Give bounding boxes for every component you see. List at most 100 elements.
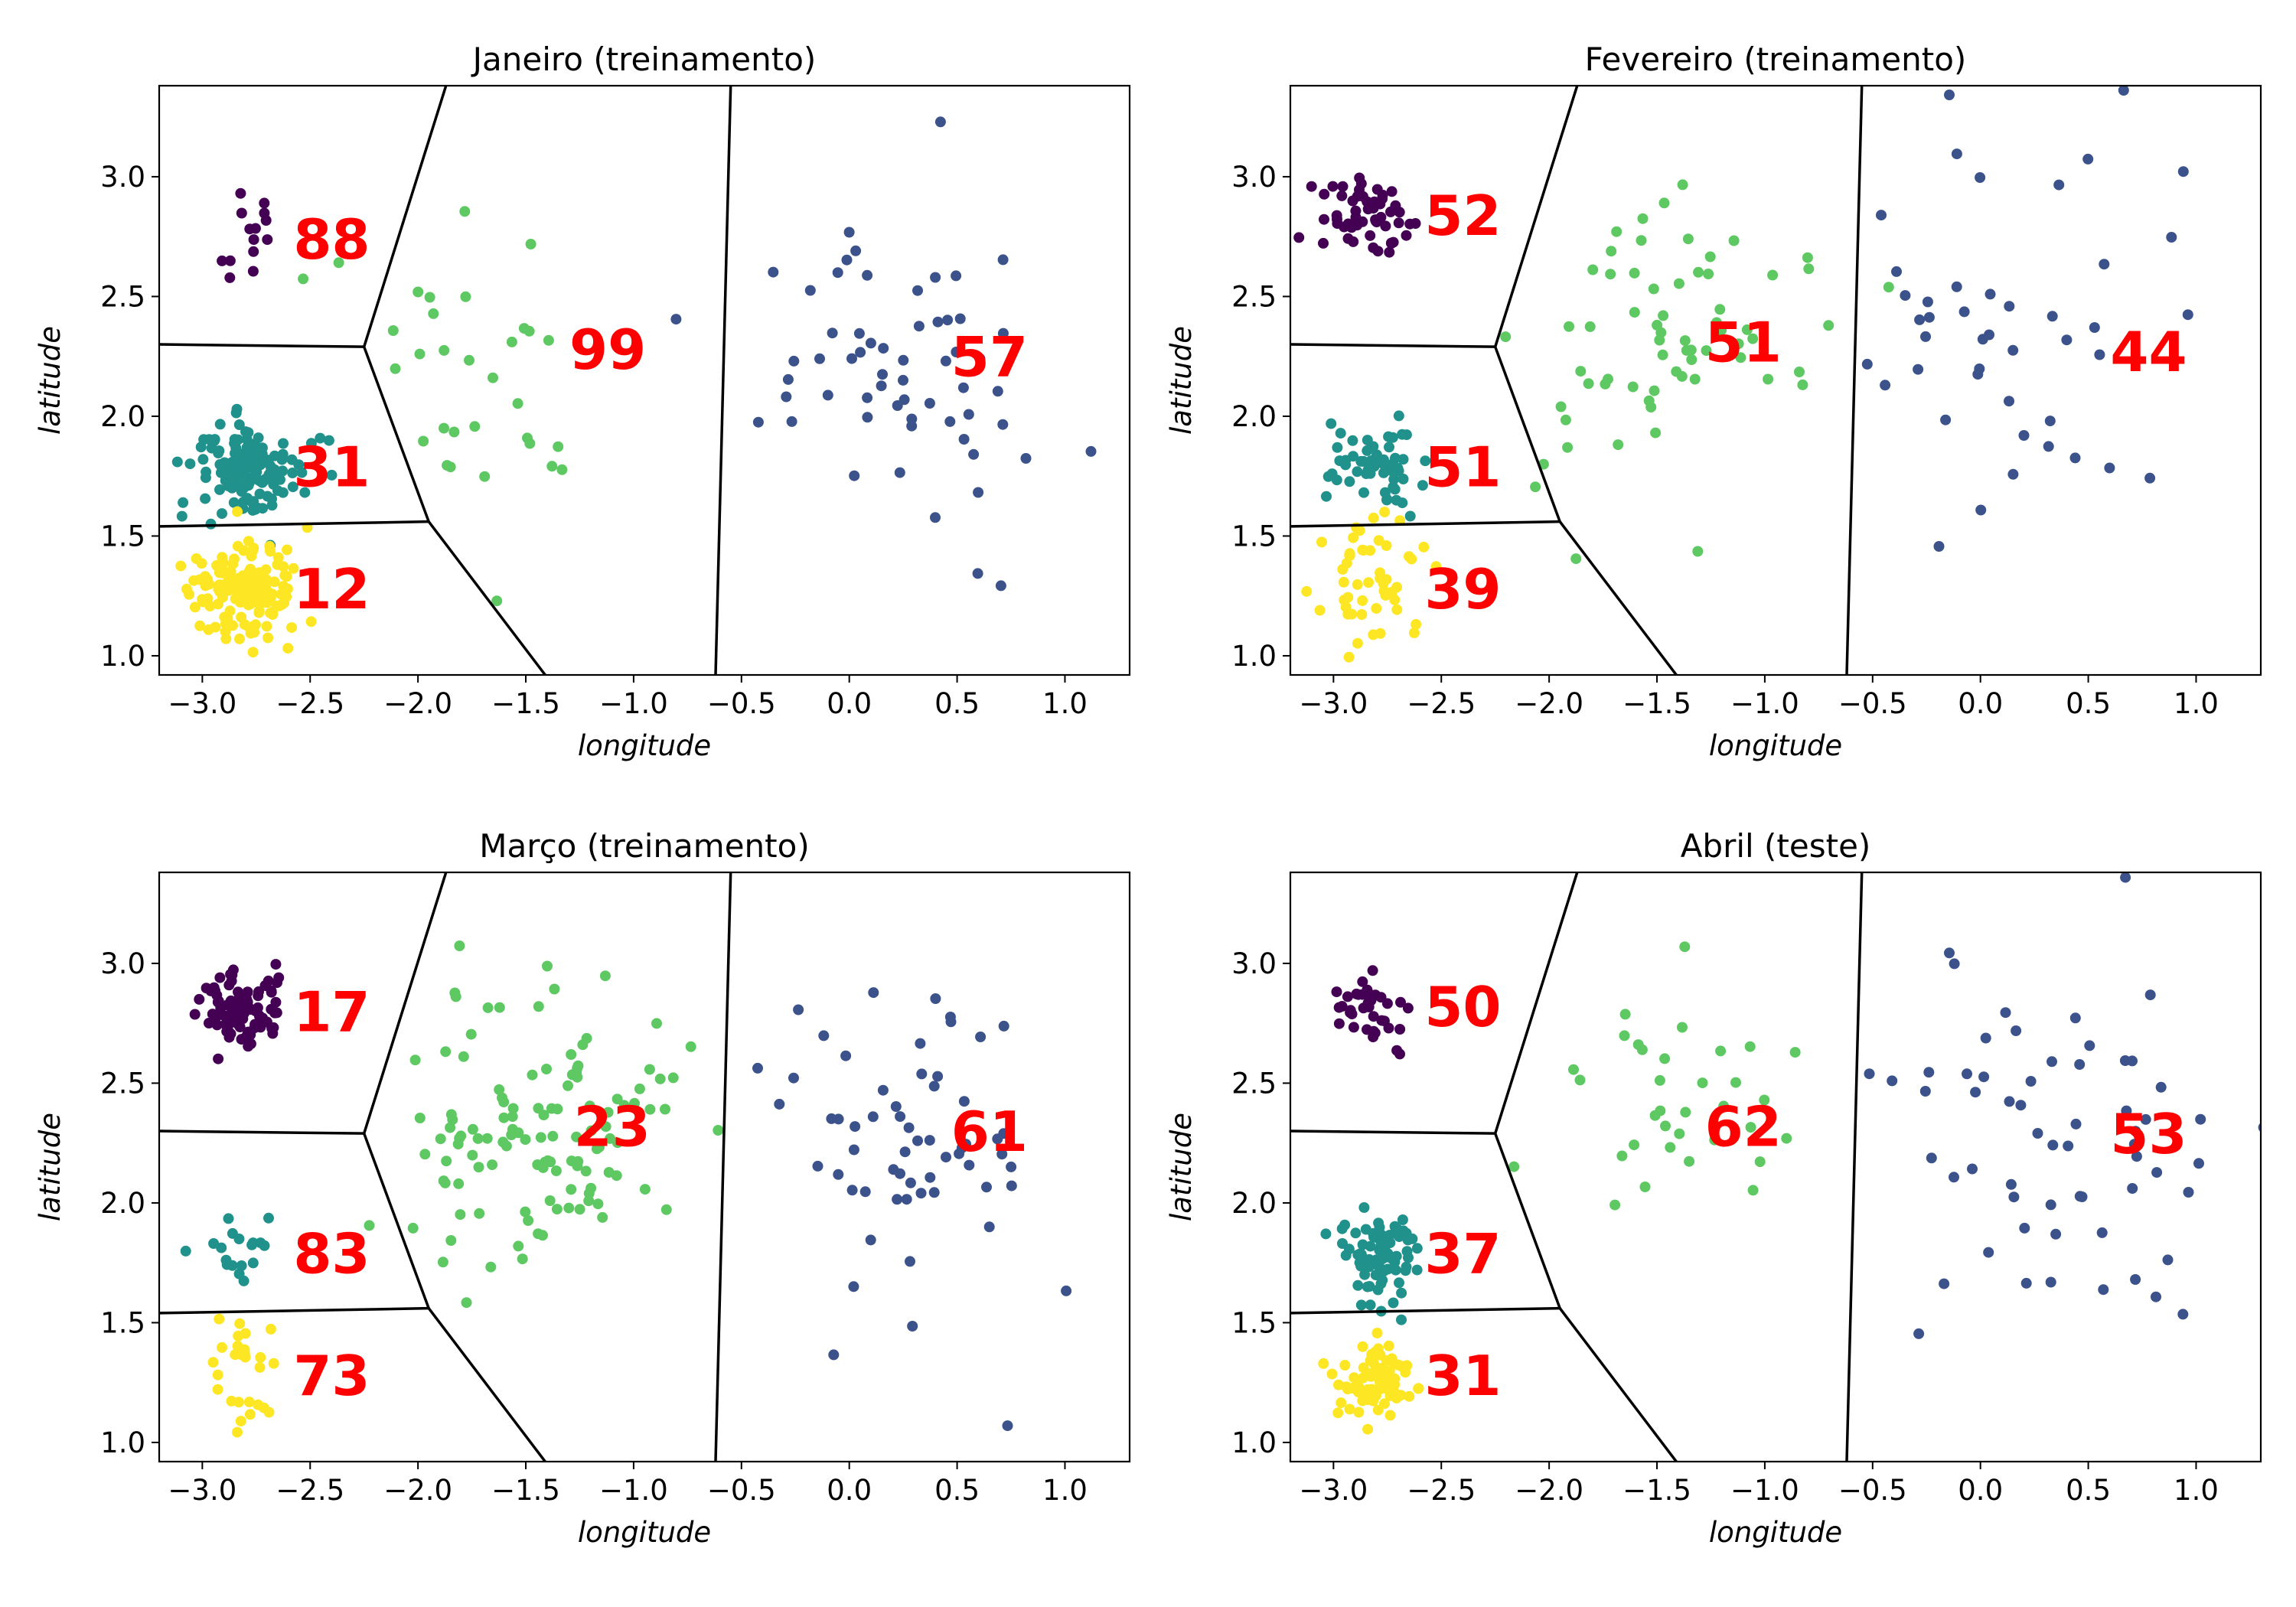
scatter-point <box>865 337 876 349</box>
scatter-point <box>258 597 269 608</box>
scatter-point <box>1395 996 1406 1008</box>
scatter-point <box>1318 237 1329 249</box>
scatter-point <box>1407 1233 1418 1244</box>
scatter-point <box>333 257 344 269</box>
scatter-point <box>467 1149 478 1161</box>
scatter-point <box>1363 577 1375 588</box>
scatter-point <box>233 460 245 471</box>
x-tick-label: −3.0 <box>1299 687 1368 720</box>
cluster-boundary <box>1845 872 1864 1462</box>
scatter-point <box>1767 269 1779 281</box>
scatter-point <box>1388 474 1400 485</box>
scatter-point <box>877 1084 889 1096</box>
scatter-point <box>2047 311 2058 322</box>
scatter-point <box>257 1012 269 1024</box>
scatter-point <box>1371 184 1383 195</box>
scatter-point <box>1939 1278 1950 1289</box>
cluster-count-label: 51 <box>1424 435 1501 499</box>
scatter-point <box>266 1003 277 1015</box>
scatter-point <box>1689 373 1701 385</box>
scatter-point <box>277 487 289 498</box>
scatter-point <box>448 426 460 438</box>
scatter-point <box>1375 567 1386 579</box>
scatter-point <box>265 1323 276 1335</box>
scatter-point <box>1420 455 1431 467</box>
scatter-point <box>833 1169 844 1180</box>
scatter-point <box>1876 210 1887 221</box>
scatter-point <box>1958 306 1970 318</box>
scatter-point <box>1340 601 1352 613</box>
scatter-point <box>263 455 274 466</box>
scatter-point <box>419 1149 431 1160</box>
scatter-point <box>862 392 873 403</box>
scatter-point <box>1344 1403 1355 1415</box>
scatter-point <box>1967 1163 1978 1175</box>
x-tick-label: 1.0 <box>2174 1474 2219 1507</box>
scatter-point <box>387 325 399 336</box>
x-tick-label: 0.0 <box>827 687 872 720</box>
cluster-boundary <box>159 1129 364 1135</box>
scatter-point <box>234 633 245 644</box>
scatter-point <box>1372 246 1384 257</box>
scatter-point <box>1658 197 1670 209</box>
y-tick-label: 2.5 <box>100 1067 145 1100</box>
scatter-point <box>2045 1199 2056 1211</box>
scatter-point <box>1864 1068 1875 1080</box>
scatter-point <box>2144 989 2156 1001</box>
scatter-point <box>527 1069 538 1081</box>
scatter-point <box>224 255 236 266</box>
scatter-point <box>670 314 682 325</box>
scatter-point <box>644 1064 655 1075</box>
scatter-point <box>2007 468 2019 480</box>
scatter-point <box>241 1029 253 1041</box>
scatter-point <box>247 580 259 592</box>
scatter-point <box>1396 1287 1407 1299</box>
scatter-point <box>2004 301 2015 312</box>
scatter-point <box>2018 430 2030 441</box>
scatter-point <box>507 1111 518 1123</box>
scatter-point <box>2119 1055 2131 1066</box>
cluster-boundary <box>1290 1306 1561 1315</box>
scatter-point <box>996 1149 1008 1160</box>
scatter-point <box>184 458 196 470</box>
scatter-point <box>326 469 338 481</box>
scatter-point <box>593 1142 605 1153</box>
x-axis-label: longitude <box>1709 729 1842 762</box>
scatter-point <box>781 391 792 403</box>
scatter-point <box>1923 1067 1935 1078</box>
scatter-point <box>1708 1121 1720 1133</box>
cluster-boundary <box>1558 1307 1678 1462</box>
scatter-point <box>1411 1264 1423 1276</box>
scatter-point <box>1352 579 1363 590</box>
scatter-point <box>1794 367 1805 377</box>
scatter-point <box>1371 603 1382 614</box>
scatter-point <box>244 1409 256 1420</box>
scatter-point <box>544 1195 556 1206</box>
scatter-point <box>992 1133 1003 1145</box>
scatter-point <box>1350 205 1362 217</box>
scatter-point <box>459 206 471 217</box>
plot-area <box>1290 86 2193 675</box>
scatter-point <box>2053 179 2065 191</box>
scatter-point <box>1369 989 1381 1001</box>
scatter-point <box>1333 1018 1345 1029</box>
scatter-point <box>972 568 983 579</box>
scatter-point <box>1371 449 1382 461</box>
scatter-point <box>479 471 491 482</box>
scatter-point <box>1677 179 1688 191</box>
x-tick-label: 0.5 <box>934 687 980 720</box>
scatter-point <box>1922 296 1933 308</box>
scatter-point <box>1347 435 1358 446</box>
scatter-point <box>1373 535 1384 546</box>
scatter-point <box>1977 334 1988 345</box>
x-tick-label: −0.5 <box>1838 687 1907 720</box>
scatter-point <box>958 1096 970 1107</box>
scatter-point <box>454 940 465 951</box>
scatter-point <box>928 1081 940 1092</box>
scatter-point <box>602 1107 614 1118</box>
scatter-point <box>239 574 250 585</box>
scatter-point <box>474 1208 485 1219</box>
scatter-point <box>202 574 214 585</box>
scatter-point <box>438 1175 449 1187</box>
scatter-point <box>197 454 209 465</box>
